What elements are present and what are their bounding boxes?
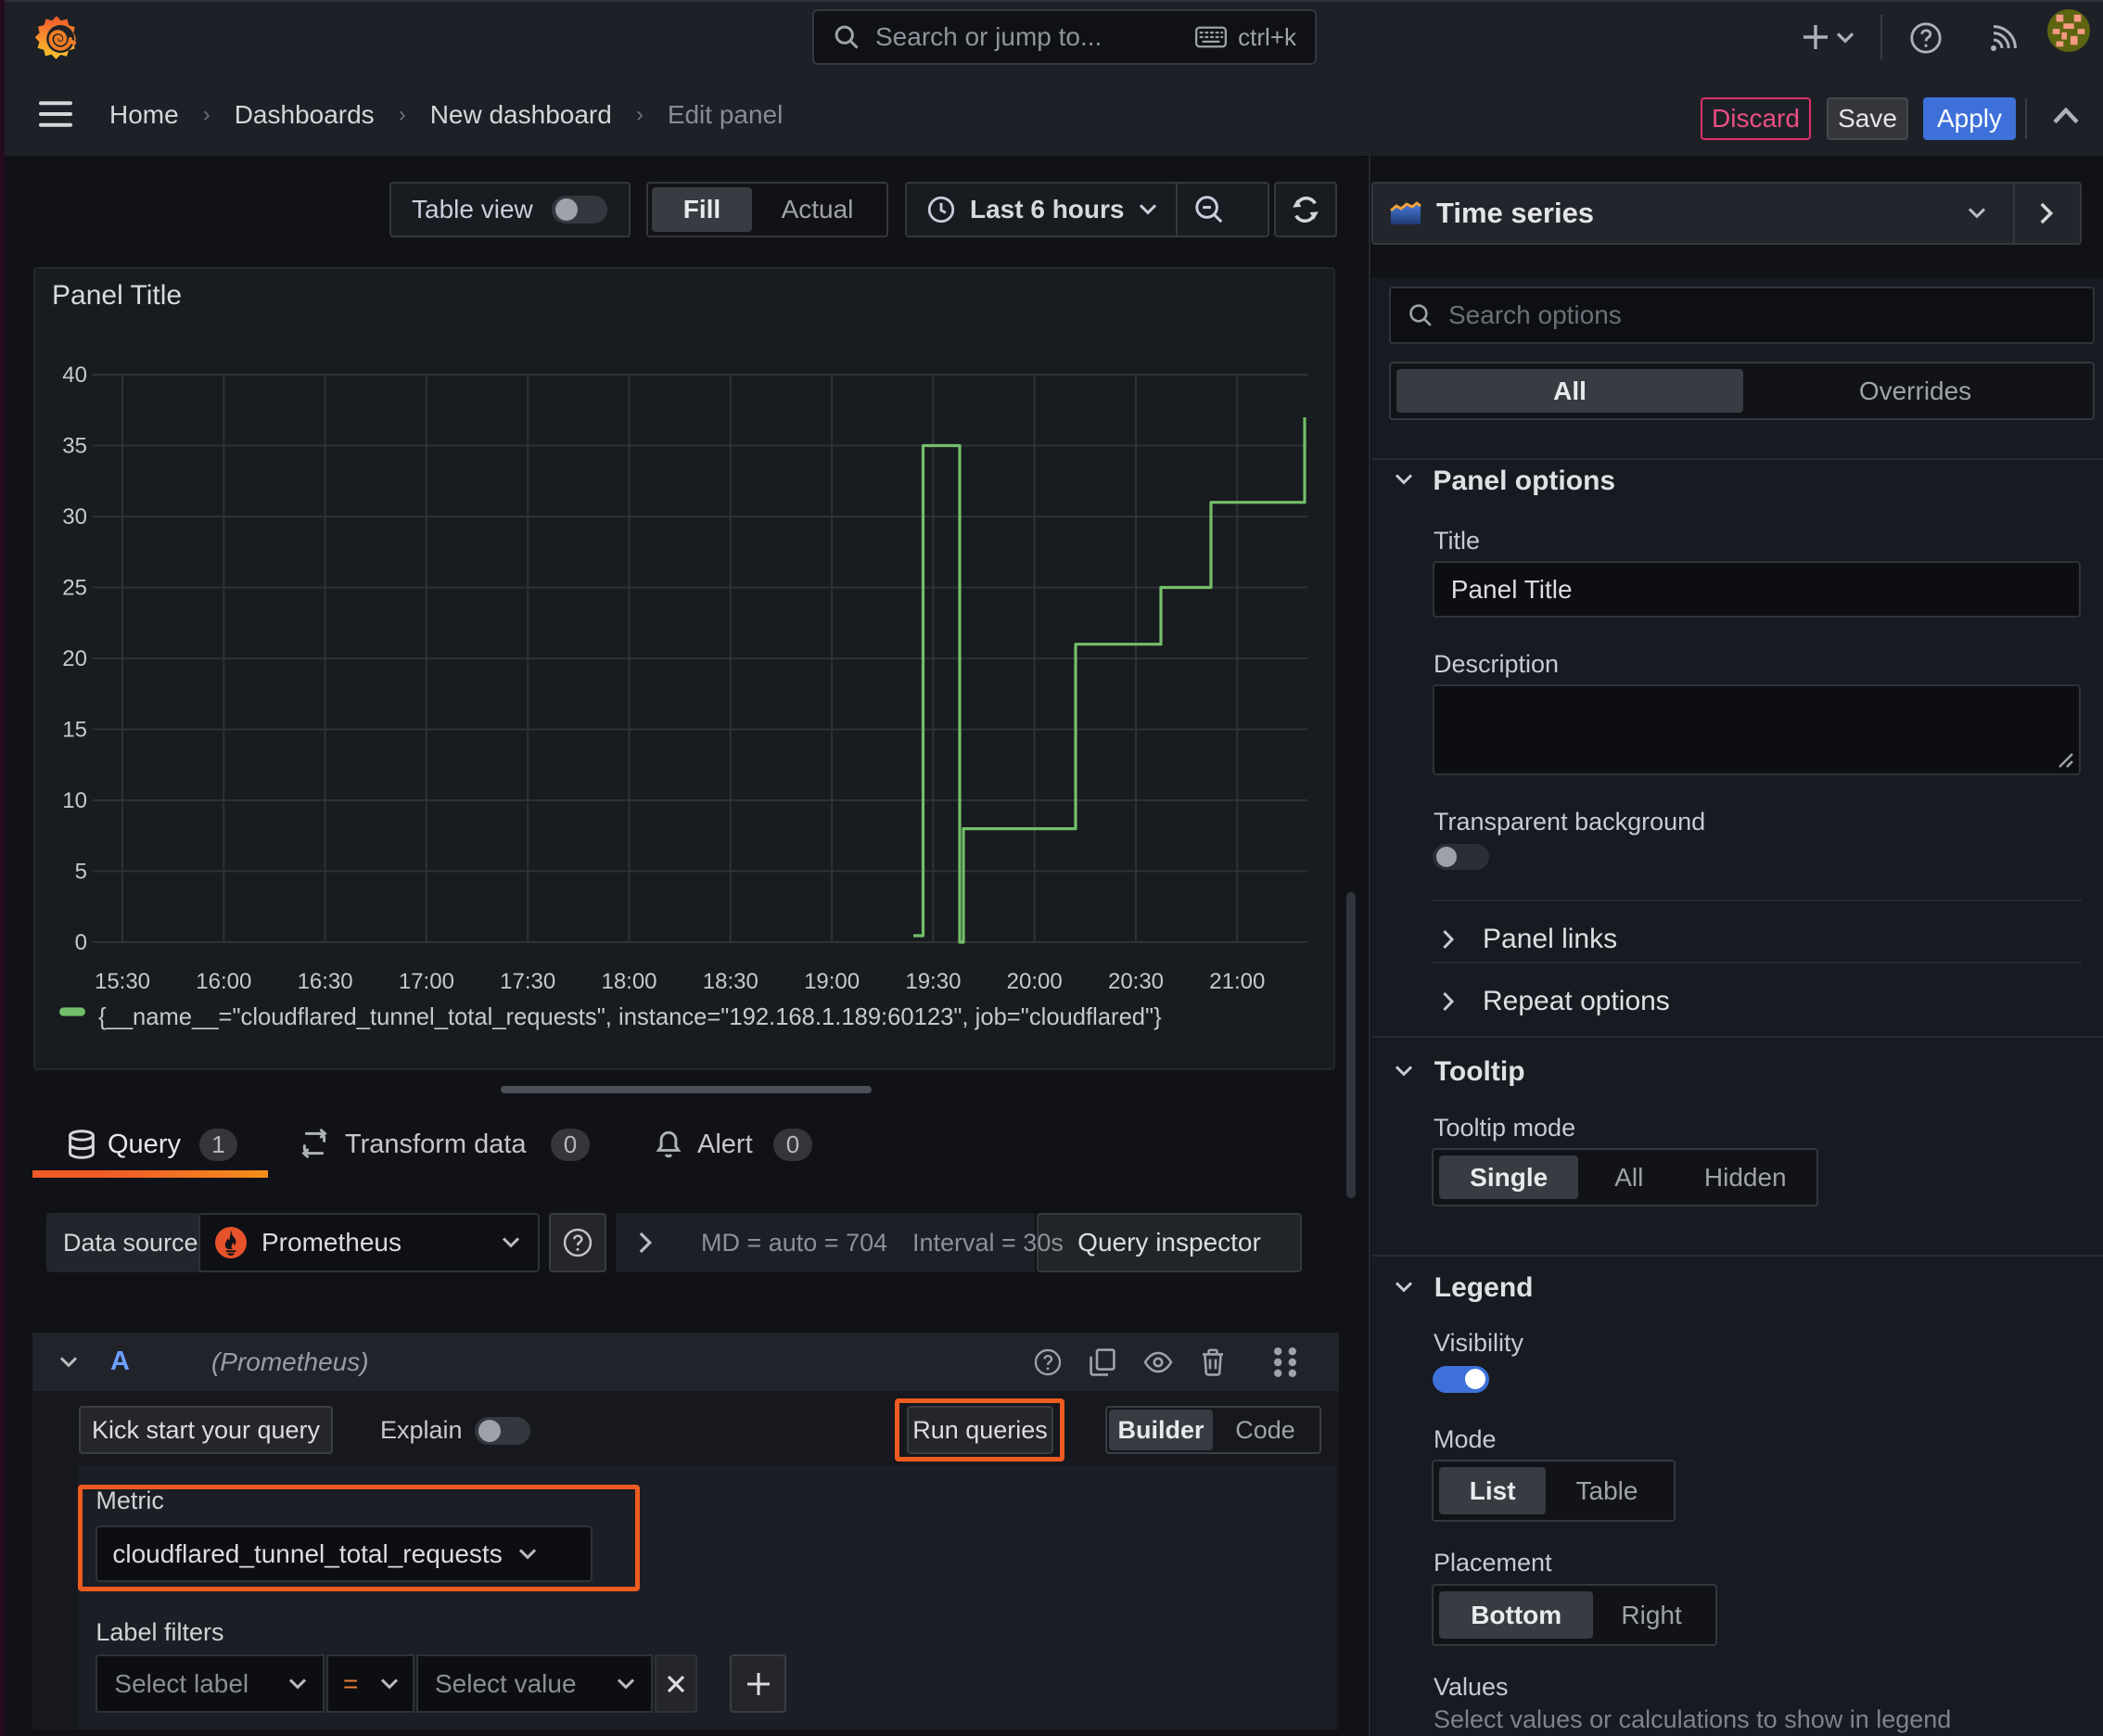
svg-text:{__name__="cloudflared_tunnel_: {__name__="cloudflared_tunnel_total_requ… <box>98 1004 1162 1030</box>
svg-text:15:30: 15:30 <box>95 969 150 994</box>
svg-text:19:00: 19:00 <box>804 969 860 994</box>
svg-text:16:30: 16:30 <box>298 969 353 994</box>
svg-text:0: 0 <box>75 930 87 955</box>
svg-text:16:00: 16:00 <box>196 969 251 994</box>
svg-text:40: 40 <box>62 363 87 388</box>
svg-text:20: 20 <box>62 646 87 671</box>
svg-text:18:30: 18:30 <box>703 969 758 994</box>
svg-text:5: 5 <box>75 860 87 885</box>
svg-text:18:00: 18:00 <box>601 969 656 994</box>
svg-text:21:00: 21:00 <box>1209 969 1265 994</box>
svg-text:17:00: 17:00 <box>399 969 454 994</box>
svg-text:10: 10 <box>62 788 87 813</box>
svg-text:25: 25 <box>62 576 87 601</box>
svg-text:30: 30 <box>62 504 87 530</box>
svg-text:20:30: 20:30 <box>1108 969 1164 994</box>
svg-text:20:00: 20:00 <box>1007 969 1063 994</box>
svg-text:17:30: 17:30 <box>500 969 555 994</box>
svg-text:35: 35 <box>62 434 87 459</box>
svg-text:19:30: 19:30 <box>905 969 961 994</box>
svg-text:15: 15 <box>62 718 87 743</box>
